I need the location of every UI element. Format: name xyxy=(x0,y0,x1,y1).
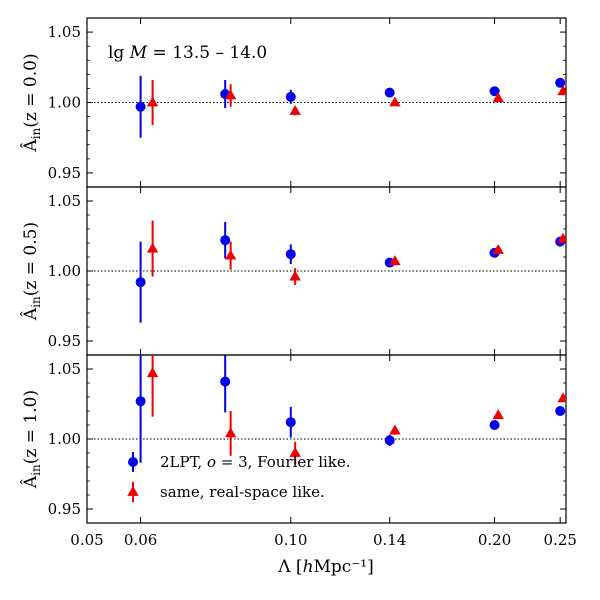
legend-part: o xyxy=(207,453,216,471)
fourier-point xyxy=(489,86,500,97)
x-tick-label: 0.10 xyxy=(274,531,307,549)
real-point xyxy=(224,249,237,260)
y-tick-label: 1.00 xyxy=(48,94,81,112)
y-axis-title: Âin(z = 0.5) xyxy=(20,222,43,321)
xlabel-part: Mpc⁻¹] xyxy=(314,557,374,577)
x-tick-label: 0.06 xyxy=(124,531,157,549)
legend-part: 2LPT, xyxy=(160,453,207,471)
ylabel-rest: (z = 1.0) xyxy=(21,390,41,464)
fourier-point xyxy=(555,77,566,88)
real-point xyxy=(492,92,504,103)
legend-part: = 3, Fourier like. xyxy=(216,453,351,471)
real-point xyxy=(389,96,401,107)
fourier-point xyxy=(220,235,231,246)
fourier-point xyxy=(555,406,566,416)
data-layer xyxy=(135,75,566,138)
x-axis-title: Λ [hMpc⁻¹] xyxy=(277,557,374,577)
ylabel-main: Â xyxy=(20,475,41,489)
fourier-point xyxy=(384,435,395,446)
real-point xyxy=(289,270,301,281)
ylabel-main: Â xyxy=(20,139,41,153)
annot-part: lg xyxy=(108,43,130,63)
x-tick-label: 0.05 xyxy=(70,531,103,549)
real-point xyxy=(557,232,566,243)
ylabel-rest: (z = 0.0) xyxy=(21,53,41,127)
y-axis-title: Âin(z = 0.0) xyxy=(20,53,43,152)
y-tick-label: 1.00 xyxy=(48,430,81,448)
fourier-point xyxy=(285,91,296,102)
y-tick-label: 1.05 xyxy=(48,360,81,378)
ylabel-subscript: in xyxy=(29,127,43,139)
real-point xyxy=(146,242,159,253)
fourier-point xyxy=(384,87,395,98)
real-point xyxy=(492,409,504,420)
mass-range-annotation: lg M = 13.5 – 14.0 xyxy=(108,43,267,63)
fourier-point xyxy=(220,376,231,387)
panel-z1: 0.95 1.00 1.05 Âin(z = 1.0) xyxy=(20,354,567,524)
real-point xyxy=(557,85,566,96)
y-tick-label: 1.05 xyxy=(48,192,81,210)
fourier-point xyxy=(135,396,146,407)
y-tick-label: 0.95 xyxy=(48,500,81,518)
real-point xyxy=(146,96,159,107)
real-point xyxy=(146,367,159,378)
real-point xyxy=(289,447,301,457)
real-point xyxy=(224,427,237,438)
x-tick-label: 0.20 xyxy=(478,531,511,549)
annot-part: = 13.5 – 14.0 xyxy=(147,43,267,63)
annot-part: M xyxy=(129,43,148,63)
real-point xyxy=(492,244,504,254)
y-tick-label: 0.95 xyxy=(48,164,81,182)
x-axis: 0.05 0.06 0.10 0.14 0.20 0.25 xyxy=(70,531,577,549)
legend-label: same, real-space like. xyxy=(160,483,325,501)
x-tick-label: 0.25 xyxy=(543,531,576,549)
real-point xyxy=(224,89,237,100)
legend-marker-triangle xyxy=(127,486,139,496)
xlabel-part: Λ [ xyxy=(277,557,302,577)
legend-label: 2LPT, o = 3, Fourier like. xyxy=(160,453,351,471)
real-point xyxy=(289,104,301,115)
data-layer xyxy=(135,355,566,465)
data-layer xyxy=(135,220,566,323)
xlabel-part: h xyxy=(303,557,314,577)
y-tick-label: 0.95 xyxy=(48,332,81,350)
fourier-point xyxy=(285,417,296,428)
ylabel-subscript: in xyxy=(29,296,43,308)
fourier-point xyxy=(135,277,146,288)
legend-marker-circle xyxy=(128,457,138,467)
ylabel-subscript: in xyxy=(29,464,43,476)
panel-z05: 0.95 1.00 1.05 Âin(z = 0.5) xyxy=(20,186,567,356)
y-tick-label: 1.05 xyxy=(48,23,81,41)
fourier-point xyxy=(135,101,146,112)
y-tick-label: 1.00 xyxy=(48,262,81,280)
real-point xyxy=(557,392,566,403)
panel-z0: 0.95 1.00 1.05 Âin(z = 0.0) xyxy=(20,17,567,188)
real-point xyxy=(389,424,401,435)
x-tick-label: 0.14 xyxy=(373,531,406,549)
fourier-point xyxy=(285,249,296,260)
real-point xyxy=(389,255,401,266)
fourier-point xyxy=(489,420,500,430)
ylabel-rest: (z = 0.5) xyxy=(21,222,41,296)
ylabel-main: Â xyxy=(20,307,41,321)
legend: 2LPT, o = 3, Fourier like. same, real-spa… xyxy=(127,452,351,502)
y-axis-title: Âin(z = 1.0) xyxy=(20,390,43,489)
